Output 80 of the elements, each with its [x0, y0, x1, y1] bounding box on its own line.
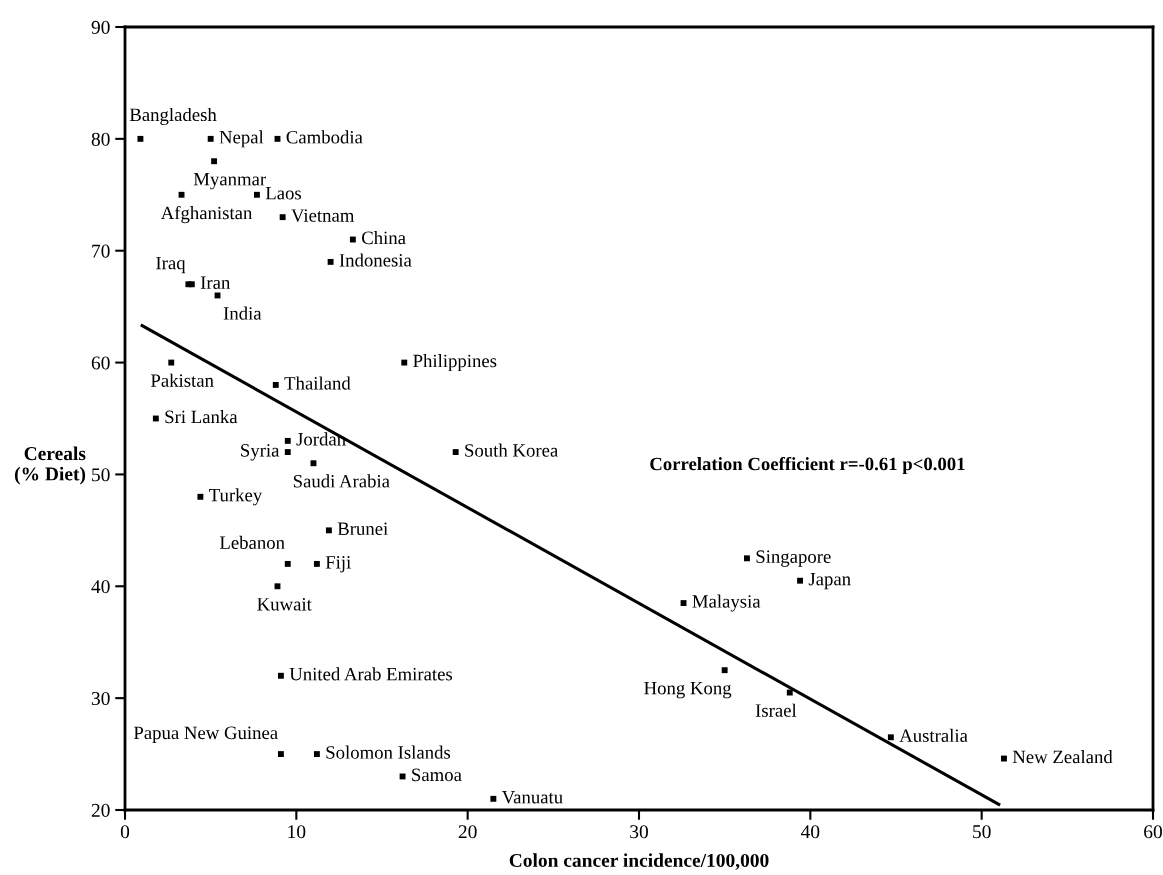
annotation: Vanuatu: [501, 791, 563, 804]
point: [277, 751, 284, 758]
annotation: China: [361, 231, 406, 245]
point: [197, 493, 204, 500]
annotation: Brunei: [337, 522, 388, 536]
annotation: Syria: [241, 444, 280, 461]
point: [721, 667, 728, 674]
annotation: Correlation Coefficient r=-0.61 p<0.001: [650, 456, 965, 475]
x-tick-label: 10: [288, 825, 306, 839]
point: [168, 359, 175, 366]
point: [313, 560, 320, 567]
annotation: Indonesia: [339, 253, 412, 267]
annotation: Singapore: [756, 550, 831, 567]
x-axis-title: Colon cancer incidence/100,000: [509, 853, 769, 870]
annotation: Thailand: [284, 376, 351, 390]
y-tick-label: 40: [91, 580, 110, 594]
y-tick-label: 80: [91, 132, 110, 146]
annotation: Kuwait: [257, 597, 312, 611]
annotation: Jordan: [296, 432, 346, 446]
y-tick-label: 20: [91, 803, 110, 817]
annotation: Sri Lanka: [165, 410, 238, 424]
x-tick-label: 0: [120, 825, 130, 839]
annotation: India: [223, 306, 262, 320]
x-tick-label: 50: [973, 825, 991, 839]
annotation: Philippines: [413, 354, 497, 372]
point: [284, 560, 291, 567]
annotation: Australia: [899, 728, 968, 742]
annotation: Iraq: [156, 256, 186, 274]
point: [253, 191, 260, 198]
annotation: Pakistan: [150, 373, 214, 387]
x-tick-label: 30: [630, 825, 648, 839]
point: [284, 449, 291, 455]
annotation: Israel: [755, 703, 797, 717]
x-tick-label: 60: [1144, 825, 1162, 839]
point: [327, 258, 334, 265]
y-tick-label: 90: [91, 20, 110, 34]
point: [743, 555, 750, 562]
annotation: Vietnam: [291, 209, 355, 222]
point: [452, 449, 459, 455]
annotation: Papua New Guinea: [133, 726, 278, 743]
point: [399, 773, 406, 780]
y-tick-label: 60: [91, 356, 110, 370]
point: [490, 795, 497, 802]
annotation: Myanmar: [193, 173, 266, 190]
annotation: Bangladesh: [129, 107, 217, 125]
annotation: Nepal: [219, 130, 264, 148]
annotation: Lebanon: [219, 535, 285, 549]
annotation: Malaysia: [692, 594, 761, 612]
annotation: Fiji: [325, 556, 351, 573]
point: [211, 158, 218, 165]
x-tick-label: 40: [800, 825, 820, 839]
point: [284, 437, 291, 444]
point: [887, 734, 894, 741]
annotation: Cambodia: [286, 130, 363, 144]
annotation: Hong Kong: [644, 681, 732, 699]
y-tick-label: 30: [91, 691, 110, 706]
point: [279, 214, 286, 221]
annotation: New Zealand: [1012, 750, 1113, 764]
point: [313, 751, 320, 758]
y-tick-label: 50: [92, 468, 110, 482]
y-axis-title: Cereals (% Diet): [14, 446, 86, 485]
annotation: Saudi Arabia: [293, 474, 390, 488]
point: [277, 672, 284, 679]
y-tick-label: 70: [92, 244, 110, 258]
annotation: Laos: [265, 187, 302, 200]
annotation: United Arab Emirates: [289, 667, 453, 681]
annotation: Iran: [200, 276, 231, 289]
annotation: Japan: [808, 572, 851, 590]
annotation: Samoa: [412, 768, 462, 782]
point: [272, 382, 279, 388]
annotation: South Korea: [465, 443, 558, 457]
annotation: Turkey: [209, 488, 263, 506]
point: [137, 135, 144, 142]
point: [401, 359, 408, 366]
annotation: Afghanistan: [160, 205, 253, 224]
point: [325, 527, 332, 534]
x-tick-label: 20: [458, 825, 477, 839]
point: [797, 577, 803, 584]
annotation: Solomon Islands: [326, 745, 451, 759]
point: [207, 135, 214, 142]
